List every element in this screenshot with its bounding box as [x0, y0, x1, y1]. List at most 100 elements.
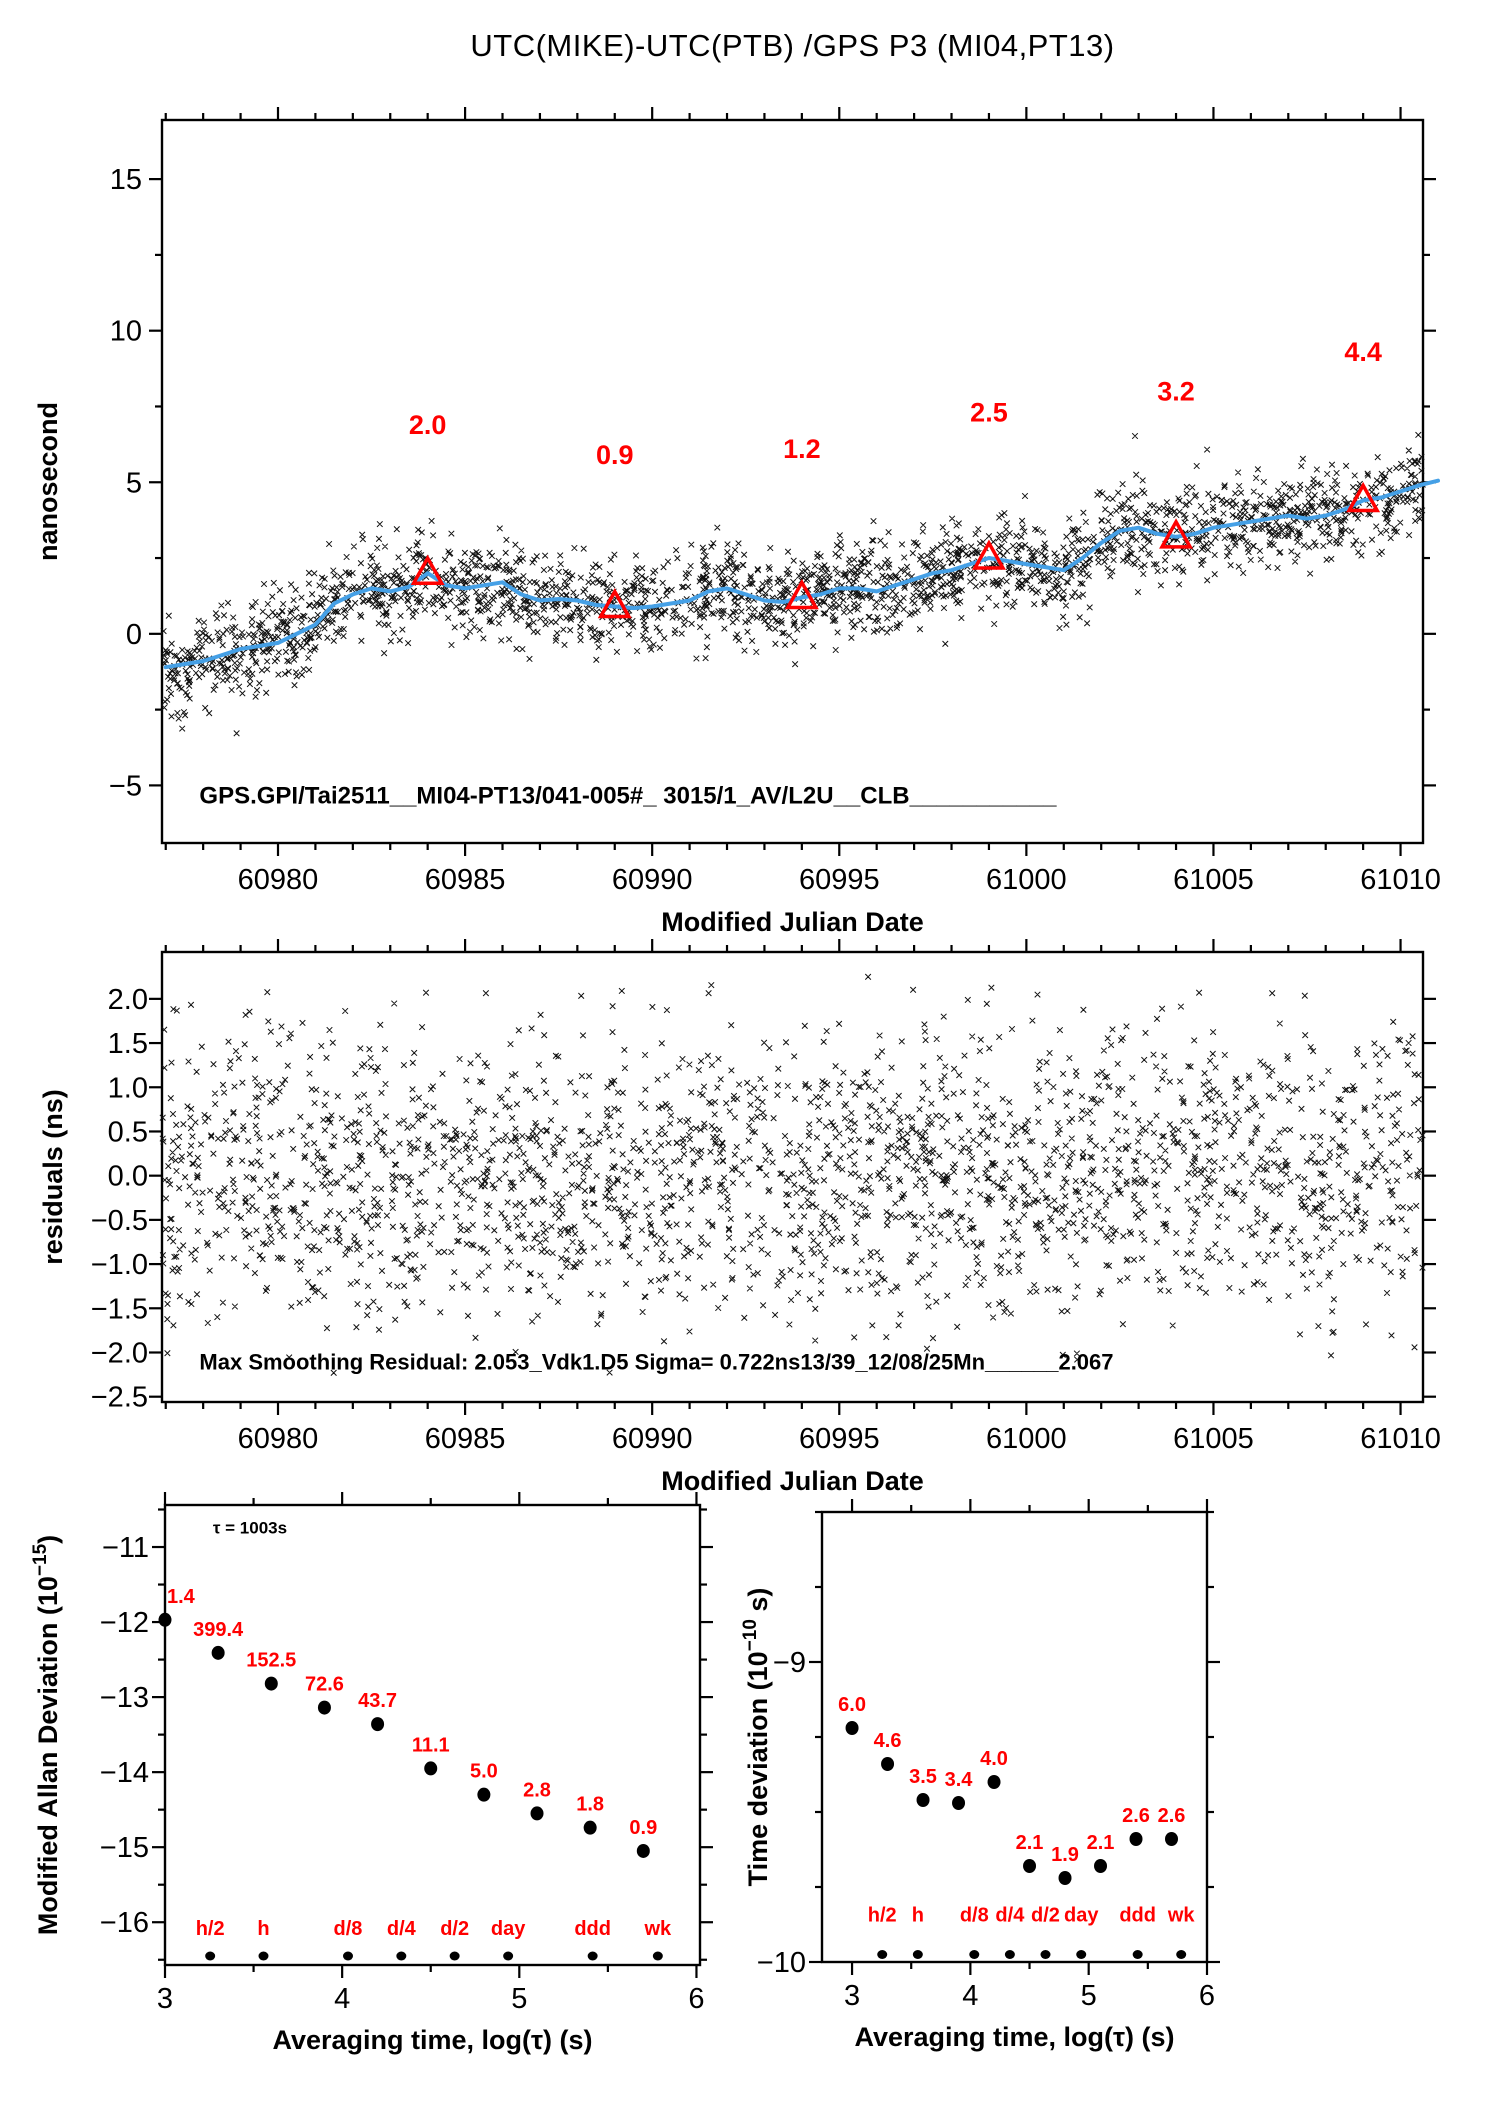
x-tick-label: 5: [1081, 1980, 1097, 2012]
x-tick-label: 4: [334, 1983, 350, 2015]
y-tick-label: 15: [110, 164, 142, 196]
x-tick-label: 60980: [238, 864, 319, 896]
tau-dot: [449, 1951, 460, 1961]
plot-frame: [160, 950, 1425, 1404]
tau-dot: [652, 1951, 663, 1961]
panel-tdev: 3 4 5 6 −10 −9 Averaging time, log(τ) (s) Time …: [740, 1499, 1220, 2052]
x-tick-label: 6: [688, 1983, 704, 2015]
data-dot: [583, 1820, 597, 1835]
x-tick-label: 61000: [986, 1423, 1067, 1455]
x-tick-label: 60990: [612, 864, 693, 896]
data-dot: [158, 1612, 172, 1627]
point-value-label: 11.1: [412, 1734, 450, 1756]
tau-label: day: [491, 1918, 526, 1940]
point-value-label: 2.1: [1016, 1832, 1044, 1854]
x-tick-label: 60980: [238, 1423, 319, 1455]
x-tick-label: 6: [1199, 1980, 1215, 2012]
data-dot: [916, 1793, 930, 1807]
tau-dot: [1176, 1950, 1187, 1959]
y-tick-label: 5: [126, 467, 142, 499]
tau-dot: [503, 1951, 514, 1961]
tau-label: day: [1064, 1905, 1099, 1927]
tick-marks: [809, 1499, 1220, 1975]
point-value-label: 2.1: [1087, 1832, 1115, 1854]
point-value-label: 4.0: [980, 1748, 1008, 1770]
tau-dot: [342, 1951, 353, 1961]
tau-label: h: [912, 1905, 924, 1927]
tau-label: d/4: [387, 1918, 417, 1940]
y-tick-label: 10: [110, 316, 142, 348]
y-tick-label: −0.5: [91, 1205, 148, 1237]
corner-note: τ = 1003s: [213, 1519, 287, 1538]
y-tick-label: −10: [757, 1947, 806, 1979]
triangle-marker: [971, 539, 1006, 570]
x-tick-label: 60985: [425, 864, 506, 896]
y-axis-label: Modified Allan Deviation (10−15): [30, 1535, 63, 1935]
y-axis-label: Time deviation (10−10 s): [740, 1588, 773, 1887]
x-tick-label: 61000: [986, 864, 1067, 896]
point-value-label: 399.4: [193, 1619, 244, 1641]
x-tick-label: 60990: [612, 1423, 693, 1455]
data-dot: [211, 1645, 225, 1660]
triangle-marker: [784, 578, 819, 610]
x-tick-label: 61010: [1360, 1423, 1441, 1455]
point-value-label: 0.9: [629, 1817, 657, 1839]
x-tick-label: 3: [157, 1983, 173, 2015]
x-tick-label: 4: [962, 1980, 978, 2012]
tau-label: h: [257, 1918, 269, 1940]
y-tick-label: −9: [773, 1647, 806, 1679]
triangle-marker: [597, 587, 632, 619]
triangle-value-label: 4.4: [1344, 337, 1382, 367]
point-value-label: 1.4: [167, 1586, 196, 1608]
panel-mdev: 3 4 5 6 −16 −15 −14 −13 −12 −11 Averaging time, lo…: [30, 1492, 713, 2055]
x-tick-label: 5: [511, 1983, 527, 2015]
data-dot: [1129, 1832, 1143, 1846]
data-dot: [881, 1757, 895, 1771]
data-dot: [1165, 1832, 1179, 1846]
point-value-label: 1.8: [576, 1794, 604, 1816]
tick-marks: [149, 107, 1436, 856]
y-axis-label: residuals (ns): [38, 1089, 68, 1265]
x-tick-label: 3: [844, 1980, 860, 2012]
panel-annotation: Max Smoothing Residual: 2.053_Vdk1.D5 Si…: [199, 1349, 1113, 1374]
tau-dot: [1004, 1950, 1015, 1959]
x-tick-label: 61010: [1360, 864, 1441, 896]
triangle-value-label: 0.9: [596, 440, 634, 470]
data-dot: [1023, 1859, 1037, 1873]
y-tick-label: −2.0: [91, 1337, 148, 1369]
tau-label: h/2: [868, 1905, 897, 1927]
tau-label: wk: [1167, 1905, 1196, 1927]
point-value-label: 3.4: [945, 1769, 974, 1791]
y-tick-label: −5: [109, 770, 142, 802]
panel-annotation: GPS.GPI/Tai2511__MI04-PT13/041-005#_ 301…: [199, 783, 1057, 810]
triangle-value-label: 1.2: [783, 434, 821, 464]
scatter-points: [159, 973, 1426, 1376]
data-dot: [477, 1787, 491, 1802]
point-value-label: 72.6: [305, 1674, 344, 1696]
tau-dot: [1132, 1950, 1143, 1959]
data-dot: [636, 1843, 650, 1858]
x-axis-label: Modified Julian Date: [661, 1466, 924, 1496]
data-dot: [371, 1717, 385, 1732]
y-tick-label: −12: [100, 1607, 149, 1639]
x-tick-label: 61005: [1173, 864, 1254, 896]
data-dot: [530, 1806, 544, 1821]
tau-label: d/2: [1031, 1905, 1060, 1927]
figure-title: UTC(MIKE)-UTC(PTB) /GPS P3 (MI04,PT13): [470, 28, 1115, 63]
tau-label: d/8: [334, 1918, 363, 1940]
y-tick-label: −16: [100, 1907, 149, 1939]
tick-marks: [152, 1492, 713, 1978]
point-value-label: 5.0: [470, 1761, 498, 1783]
panel-residuals: 60980 60985 60990 60995 61000 61005 61010 −2.5 −…: [38, 939, 1441, 1496]
tau-dot: [258, 1951, 269, 1961]
tau-dot: [877, 1950, 888, 1959]
data-dot: [424, 1761, 438, 1776]
y-tick-label: −1.5: [91, 1293, 148, 1325]
y-tick-label: −15: [100, 1832, 149, 1864]
triangle-value-label: 3.2: [1157, 376, 1195, 406]
triangle-value-label: 2.5: [970, 398, 1008, 428]
tau-dot: [396, 1951, 407, 1961]
y-tick-label: 1.0: [108, 1072, 148, 1104]
tau-label: wk: [643, 1918, 672, 1940]
